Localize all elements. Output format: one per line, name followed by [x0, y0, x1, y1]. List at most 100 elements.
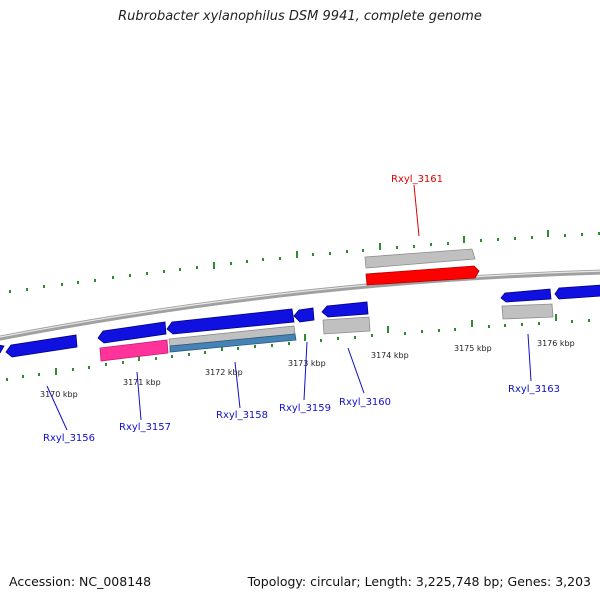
tick-minor	[396, 246, 398, 249]
outer-tick-row	[9, 230, 600, 293]
tick-minor	[105, 363, 107, 366]
tick-minor	[246, 260, 248, 263]
leader-line-rxyl-3161	[414, 185, 419, 236]
leader-line-rxyl-3159	[304, 342, 307, 400]
tick-minor	[230, 262, 232, 265]
tick-minor	[371, 334, 373, 337]
tick-minor	[497, 238, 499, 241]
gene-rxyl-3160-product[interactable]	[323, 317, 370, 334]
tick-minor	[94, 279, 96, 282]
kbp-label-3175: 3175 kbp	[454, 344, 492, 353]
tick-minor	[129, 274, 131, 277]
tick-minor	[196, 266, 198, 269]
tick-minor	[38, 373, 40, 376]
tick-minor	[122, 361, 124, 364]
tick-minor	[337, 337, 339, 340]
gene-rxyl-3163[interactable]	[555, 285, 600, 299]
tick-minor	[26, 288, 28, 291]
tick-major	[471, 320, 473, 327]
tick-major	[463, 236, 465, 243]
tick-minor	[354, 336, 356, 339]
kbp-label-3172: 3172 kbp	[205, 368, 243, 377]
gene-label-rxyl-3163[interactable]: Rxyl_3163	[508, 384, 560, 395]
tick-minor	[204, 351, 206, 354]
tick-minor	[163, 270, 165, 273]
gene-label-rxyl-3160[interactable]: Rxyl_3160	[339, 397, 391, 408]
tick-minor	[362, 249, 364, 252]
tick-minor	[521, 323, 523, 326]
tick-minor	[404, 332, 406, 335]
tick-minor	[438, 329, 440, 332]
gene-label-rxyl-3158[interactable]: Rxyl_3158	[216, 410, 268, 421]
tick-minor	[480, 239, 482, 242]
tick-minor	[488, 325, 490, 328]
tick-minor	[454, 328, 456, 331]
tick-minor	[271, 344, 273, 347]
genome-backbone-highlight	[0, 271, 600, 338]
tick-minor	[112, 276, 114, 279]
tick-minor	[312, 253, 314, 256]
tick-major	[55, 368, 57, 375]
gene-rxyl-3157-product[interactable]	[100, 340, 168, 361]
tick-minor	[43, 285, 45, 288]
tick-minor	[413, 245, 415, 248]
kbp-label-3174: 3174 kbp	[371, 351, 409, 360]
gene-label-rxyl-3161[interactable]: Rxyl_3161	[391, 174, 443, 185]
tick-major	[387, 326, 389, 333]
gene-rxyl-3162[interactable]	[501, 289, 551, 302]
tick-minor	[61, 283, 63, 286]
tick-minor	[254, 345, 256, 348]
tick-minor	[430, 243, 432, 246]
tick-minor	[155, 357, 157, 360]
kbp-label-3173: 3173 kbp	[288, 359, 326, 368]
gene-rxyl-3159[interactable]	[294, 308, 314, 322]
gene-rxyl-3160[interactable]	[322, 302, 368, 317]
inner-tick-row	[6, 314, 590, 381]
tick-minor	[262, 258, 264, 261]
tick-minor	[9, 290, 11, 293]
tick-minor	[288, 342, 290, 345]
tick-minor	[320, 339, 322, 342]
tick-major	[555, 314, 557, 321]
gene-rxyl-3163-product[interactable]	[502, 304, 553, 319]
tick-minor	[514, 237, 516, 240]
tick-minor	[279, 257, 281, 260]
tick-minor	[564, 234, 566, 237]
gene-label-rxyl-3156[interactable]: Rxyl_3156	[43, 433, 95, 444]
tick-major	[547, 230, 549, 237]
tick-minor	[447, 242, 449, 245]
tick-minor	[77, 281, 79, 284]
tick-minor	[179, 268, 181, 271]
tick-minor	[6, 378, 8, 381]
gene-label-rxyl-3159[interactable]: Rxyl_3159	[279, 403, 331, 414]
topology-text: Topology: circular; Length: 3,225,748 bp…	[248, 574, 591, 589]
gene-label-rxyl-3157[interactable]: Rxyl_3157	[119, 422, 171, 433]
tick-minor	[571, 320, 573, 323]
accession-text: Accession: NC_008148	[9, 574, 151, 589]
tick-major	[213, 262, 215, 269]
tick-minor	[581, 233, 583, 236]
gene-rxyl-3161-product[interactable]	[365, 249, 475, 268]
gene-left-partial[interactable]	[0, 345, 4, 354]
tick-minor	[72, 368, 74, 371]
tick-minor	[22, 375, 24, 378]
kbp-label-3171: 3171 kbp	[123, 378, 161, 387]
kbp-label-3176: 3176 kbp	[537, 339, 575, 348]
tick-major	[379, 243, 381, 250]
leader-line-rxyl-3163	[528, 334, 531, 381]
gene-rxyl-3156[interactable]	[6, 335, 77, 357]
tick-minor	[531, 236, 533, 239]
tick-minor	[171, 355, 173, 358]
tick-major	[304, 334, 306, 341]
gene-rxyl-3157[interactable]	[98, 322, 166, 343]
tick-major	[296, 251, 298, 258]
tick-minor	[538, 322, 540, 325]
tick-minor	[88, 366, 90, 369]
tick-minor	[188, 353, 190, 356]
leader-line-rxyl-3160	[348, 348, 364, 393]
tick-minor	[146, 272, 148, 275]
tick-minor	[588, 319, 590, 322]
kbp-label-3170: 3170 kbp	[40, 390, 78, 399]
